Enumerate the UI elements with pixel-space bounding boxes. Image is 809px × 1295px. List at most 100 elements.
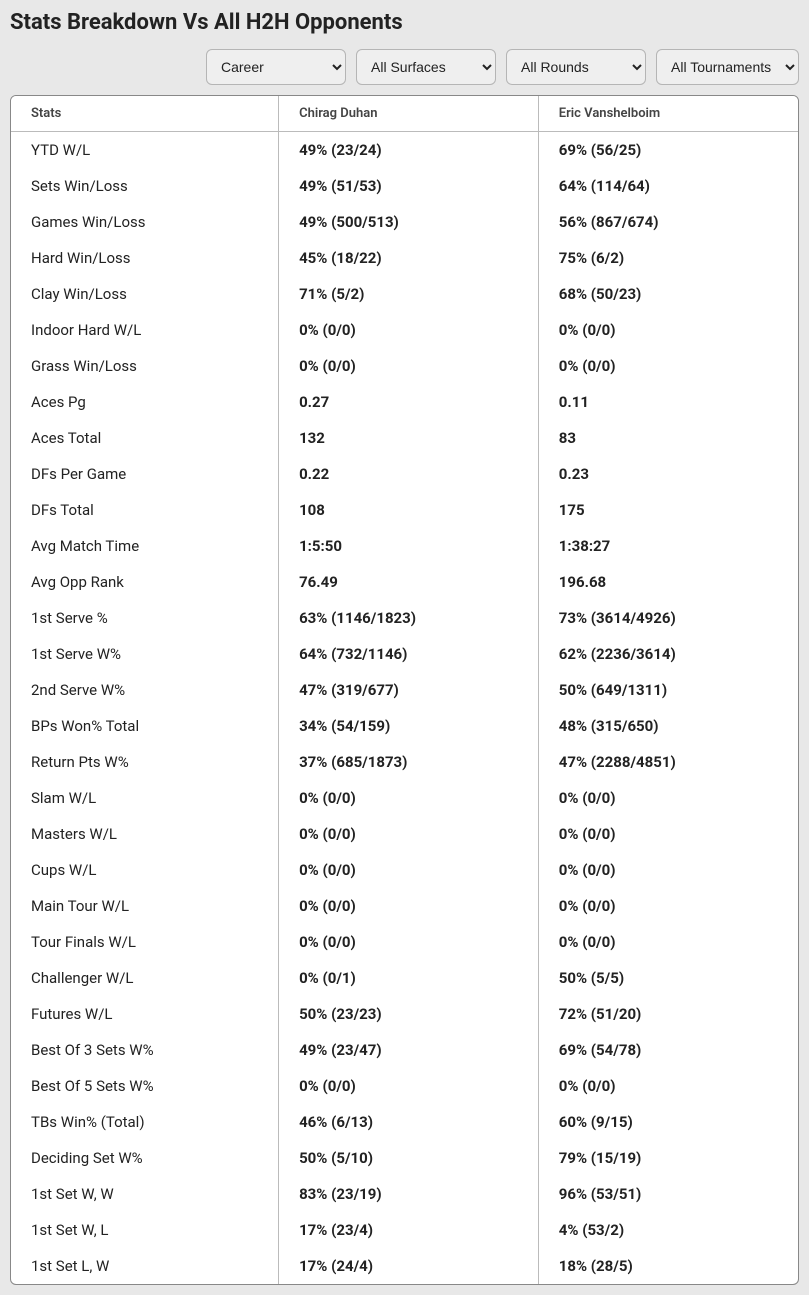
stat-value-player1: 49% (500/513) (279, 204, 539, 240)
stat-value-player1: 49% (51/53) (279, 168, 539, 204)
stat-label: TBs Win% (Total) (11, 1104, 279, 1140)
table-row: Masters W/L0% (0/0)0% (0/0) (11, 816, 798, 852)
stat-value-player1: 45% (18/22) (279, 240, 539, 276)
stat-label: 2nd Serve W% (11, 672, 279, 708)
stat-value-player1: 46% (6/13) (279, 1104, 539, 1140)
table-row: Hard Win/Loss45% (18/22)75% (6/2) (11, 240, 798, 276)
stat-label: Futures W/L (11, 996, 279, 1032)
stat-label: DFs Total (11, 492, 279, 528)
stat-label: YTD W/L (11, 132, 279, 169)
stat-value-player2: 0% (0/0) (538, 888, 798, 924)
stat-value-player1: 49% (23/47) (279, 1032, 539, 1068)
stat-label: Games Win/Loss (11, 204, 279, 240)
stat-value-player2: 69% (56/25) (538, 132, 798, 169)
stat-value-player2: 47% (2288/4851) (538, 744, 798, 780)
stat-label: BPs Won% Total (11, 708, 279, 744)
stat-label: Challenger W/L (11, 960, 279, 996)
col-header-player1: Chirag Duhan (279, 96, 539, 132)
table-row: Tour Finals W/L0% (0/0)0% (0/0) (11, 924, 798, 960)
stat-label: Best Of 5 Sets W% (11, 1068, 279, 1104)
table-row: 2nd Serve W%47% (319/677)50% (649/1311) (11, 672, 798, 708)
stat-label: Deciding Set W% (11, 1140, 279, 1176)
tournament-select[interactable]: All Tournaments (656, 49, 799, 85)
stat-label: Return Pts W% (11, 744, 279, 780)
stat-value-player1: 17% (24/4) (279, 1248, 539, 1284)
stat-label: Best Of 3 Sets W% (11, 1032, 279, 1068)
period-select[interactable]: Career (206, 49, 346, 85)
page-title: Stats Breakdown Vs All H2H Opponents (10, 10, 799, 35)
table-row: DFs Per Game0.220.23 (11, 456, 798, 492)
stat-label: Grass Win/Loss (11, 348, 279, 384)
stat-label: Hard Win/Loss (11, 240, 279, 276)
table-row: Main Tour W/L0% (0/0)0% (0/0) (11, 888, 798, 924)
table-row: Best Of 3 Sets W%49% (23/47)69% (54/78) (11, 1032, 798, 1068)
stat-value-player2: 0% (0/0) (538, 348, 798, 384)
stat-value-player1: 0% (0/0) (279, 852, 539, 888)
stat-value-player2: 0% (0/0) (538, 1068, 798, 1104)
stat-value-player1: 37% (685/1873) (279, 744, 539, 780)
stat-value-player1: 0.22 (279, 456, 539, 492)
stat-value-player1: 0% (0/0) (279, 816, 539, 852)
stat-value-player1: 47% (319/677) (279, 672, 539, 708)
table-row: YTD W/L49% (23/24)69% (56/25) (11, 132, 798, 169)
stat-value-player1: 49% (23/24) (279, 132, 539, 169)
stat-value-player1: 0% (0/0) (279, 924, 539, 960)
stat-value-player2: 1:38:27 (538, 528, 798, 564)
stat-label: Sets Win/Loss (11, 168, 279, 204)
stat-label: Slam W/L (11, 780, 279, 816)
table-row: Futures W/L50% (23/23)72% (51/20) (11, 996, 798, 1032)
stat-value-player2: 0% (0/0) (538, 312, 798, 348)
stat-value-player1: 63% (1146/1823) (279, 600, 539, 636)
stat-value-player1: 0% (0/0) (279, 1068, 539, 1104)
stat-value-player2: 0% (0/0) (538, 780, 798, 816)
stat-label: 1st Serve % (11, 600, 279, 636)
stat-value-player2: 0% (0/0) (538, 852, 798, 888)
table-row: Sets Win/Loss49% (51/53)64% (114/64) (11, 168, 798, 204)
stat-value-player1: 34% (54/159) (279, 708, 539, 744)
stat-value-player1: 0% (0/0) (279, 312, 539, 348)
stat-label: DFs Per Game (11, 456, 279, 492)
stat-value-player2: 196.68 (538, 564, 798, 600)
stat-value-player2: 72% (51/20) (538, 996, 798, 1032)
table-row: Return Pts W%37% (685/1873)47% (2288/485… (11, 744, 798, 780)
table-row: TBs Win% (Total)46% (6/13)60% (9/15) (11, 1104, 798, 1140)
stat-value-player1: 132 (279, 420, 539, 456)
stat-value-player2: 0% (0/0) (538, 924, 798, 960)
col-header-stats: Stats (11, 96, 279, 132)
stat-value-player2: 0.23 (538, 456, 798, 492)
stat-value-player1: 0% (0/0) (279, 888, 539, 924)
stat-value-player2: 79% (15/19) (538, 1140, 798, 1176)
round-select[interactable]: All Rounds (506, 49, 646, 85)
stat-value-player2: 56% (867/674) (538, 204, 798, 240)
stat-label: Main Tour W/L (11, 888, 279, 924)
table-row: Slam W/L0% (0/0)0% (0/0) (11, 780, 798, 816)
table-row: Indoor Hard W/L0% (0/0)0% (0/0) (11, 312, 798, 348)
stat-label: Avg Opp Rank (11, 564, 279, 600)
stat-value-player2: 175 (538, 492, 798, 528)
stat-value-player1: 83% (23/19) (279, 1176, 539, 1212)
table-row: Clay Win/Loss71% (5/2)68% (50/23) (11, 276, 798, 312)
stat-label: Aces Total (11, 420, 279, 456)
stat-value-player2: 69% (54/78) (538, 1032, 798, 1068)
table-row: Cups W/L0% (0/0)0% (0/0) (11, 852, 798, 888)
stat-value-player2: 83 (538, 420, 798, 456)
table-row: Games Win/Loss49% (500/513)56% (867/674) (11, 204, 798, 240)
stat-value-player1: 50% (5/10) (279, 1140, 539, 1176)
stat-value-player2: 73% (3614/4926) (538, 600, 798, 636)
stat-label: 1st Set W, W (11, 1176, 279, 1212)
stat-value-player1: 0% (0/0) (279, 348, 539, 384)
table-header-row: Stats Chirag Duhan Eric Vanshelboim (11, 96, 798, 132)
stat-label: Indoor Hard W/L (11, 312, 279, 348)
table-row: Best Of 5 Sets W%0% (0/0)0% (0/0) (11, 1068, 798, 1104)
surface-select[interactable]: All Surfaces (356, 49, 496, 85)
stat-value-player2: 0% (0/0) (538, 816, 798, 852)
stat-value-player2: 50% (649/1311) (538, 672, 798, 708)
col-header-player2: Eric Vanshelboim (538, 96, 798, 132)
table-row: Challenger W/L0% (0/1)50% (5/5) (11, 960, 798, 996)
stat-value-player2: 48% (315/650) (538, 708, 798, 744)
stat-label: Aces Pg (11, 384, 279, 420)
table-row: Aces Pg0.270.11 (11, 384, 798, 420)
stats-table: Stats Chirag Duhan Eric Vanshelboim YTD … (11, 96, 798, 1284)
stat-value-player2: 0.11 (538, 384, 798, 420)
stat-value-player1: 17% (23/4) (279, 1212, 539, 1248)
